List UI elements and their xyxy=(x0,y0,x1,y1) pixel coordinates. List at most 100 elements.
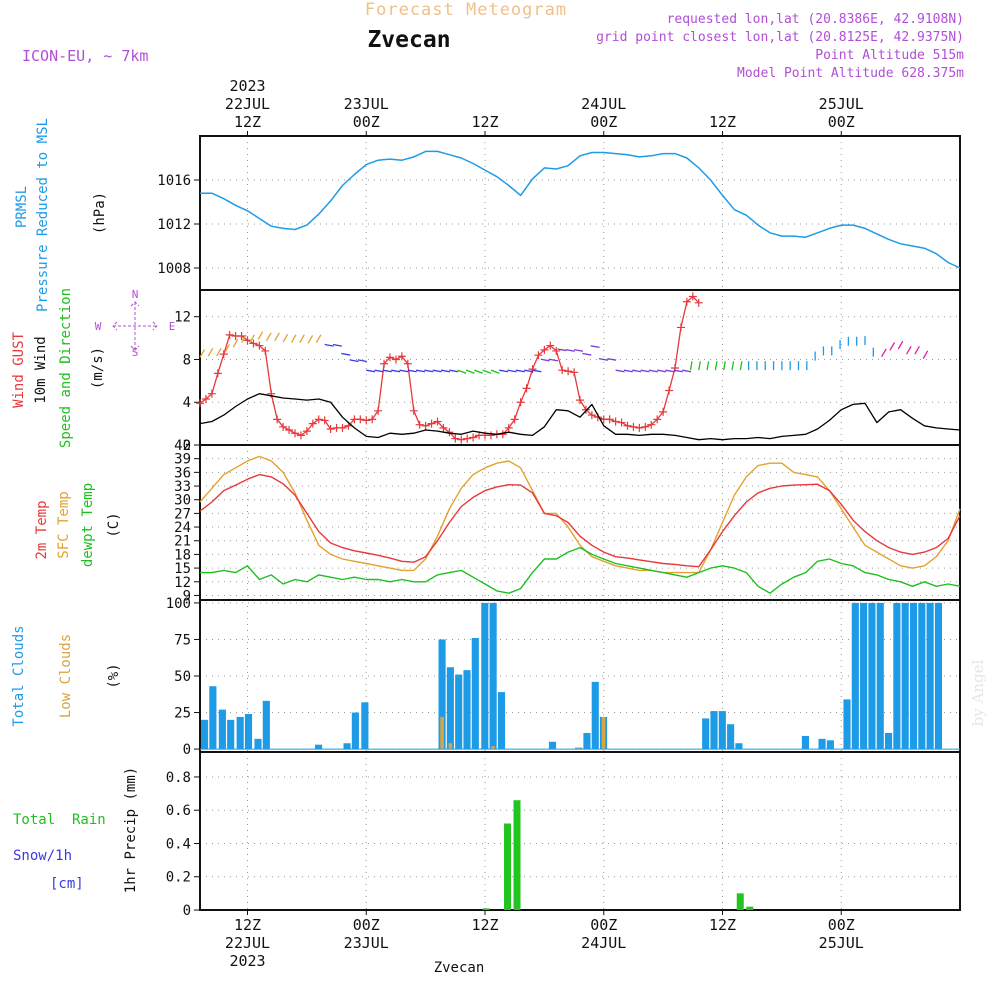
grid-point-coords: grid point closest lon,lat (20.8125E, 42… xyxy=(596,30,964,45)
wind-direction-arrow xyxy=(889,342,896,351)
gust-marker xyxy=(249,339,258,348)
gust-marker xyxy=(688,292,697,301)
wind-direction-arrow xyxy=(307,335,314,344)
compass-arrows xyxy=(112,301,158,351)
wind-direction-arrow xyxy=(532,369,542,373)
compass-w: W xyxy=(95,320,102,333)
total-cloud-bar xyxy=(934,602,942,750)
total-cloud-bar xyxy=(591,681,599,750)
bottom-tick-date: 23JUL xyxy=(344,934,389,952)
station-title: Zvecan xyxy=(367,27,450,53)
temp-ytick-label: 24 xyxy=(174,520,191,536)
gust-marker xyxy=(279,422,288,431)
gust-marker xyxy=(391,355,400,364)
wind-direction-arrow xyxy=(632,369,642,373)
bottom-tick-hour: 00Z xyxy=(590,916,617,934)
pressure-unit: (hPa) xyxy=(92,192,108,234)
pressure-panel: 1008 1012 1016 xyxy=(157,135,961,291)
temp-dew-label: dewpt Temp xyxy=(80,483,96,567)
gust-marker xyxy=(629,422,638,431)
wind-ytick-label: 0 xyxy=(183,438,191,454)
gust-marker xyxy=(641,422,650,431)
total-cloud-bar xyxy=(851,602,859,750)
wind-direction-arrow xyxy=(640,369,650,373)
temp-ytick-label: 36 xyxy=(174,465,191,481)
gust-marker xyxy=(225,330,234,339)
gust-marker xyxy=(356,415,365,424)
total-cloud-bar xyxy=(361,702,369,750)
gust-marker xyxy=(676,323,685,332)
wind-speed-line xyxy=(199,393,961,441)
wind-ytick-label: 4 xyxy=(183,395,191,411)
gust-marker xyxy=(694,298,703,307)
gust-marker xyxy=(421,421,430,430)
total-cloud-bar xyxy=(801,735,809,750)
bottom-tick-year: 2023 xyxy=(229,952,265,970)
bottom-tick-date: 24JUL xyxy=(581,934,626,952)
total-cloud-bar xyxy=(860,602,868,750)
wind-direction-arrow xyxy=(332,343,342,347)
wind-direction-arrow xyxy=(573,349,584,352)
temp-frame xyxy=(199,444,961,601)
total-cloud-bar xyxy=(710,711,718,750)
gust-marker xyxy=(682,297,691,306)
total-cloud-bar xyxy=(209,686,217,750)
gust-marker xyxy=(285,426,294,435)
total-cloud-bar xyxy=(909,602,918,750)
wind-ytick-label: 8 xyxy=(183,352,191,368)
total-cloud-bar xyxy=(343,743,351,750)
wind-direction-arrow xyxy=(590,345,600,349)
pressure-ytick-label: 1008 xyxy=(157,261,191,277)
gust-marker xyxy=(386,353,394,362)
wind-direction-arrow xyxy=(648,369,658,373)
total-cloud-bar xyxy=(471,638,479,750)
gust-marker xyxy=(219,350,228,359)
total-cloud-bar xyxy=(315,744,323,750)
total-cloud-bar xyxy=(244,714,253,750)
total-cloud-bar xyxy=(455,674,463,750)
wind-direction-arrow xyxy=(657,369,667,373)
snow-unit: [cm] xyxy=(50,876,84,892)
gust-marker xyxy=(302,427,311,436)
wind-direction-arrow xyxy=(315,334,322,343)
total-cloud-bar xyxy=(438,639,446,750)
gust-marker xyxy=(659,407,668,416)
wind-direction-arrow xyxy=(515,369,525,373)
wind-direction-arrow xyxy=(706,361,710,371)
gust-marker xyxy=(540,345,549,354)
forecast-label: Forecast Meteogram xyxy=(365,0,567,20)
wind-direction-arrow xyxy=(249,334,255,343)
total-cloud-bar xyxy=(218,709,226,750)
total-clouds-label: Total Clouds xyxy=(11,625,27,726)
gust-marker xyxy=(308,419,317,428)
wind-direction-arrow xyxy=(549,358,559,362)
wind-direction-arrow xyxy=(265,332,272,341)
cloud-ytick-label: 50 xyxy=(174,669,191,685)
temp-ytick-label: 9 xyxy=(183,588,191,604)
gust-marker xyxy=(291,429,299,438)
wind-direction-arrow xyxy=(432,369,442,373)
pressure-ytick-label: 1016 xyxy=(157,173,191,189)
temp-ytick-label: 39 xyxy=(174,452,191,468)
gust-marker xyxy=(433,417,442,426)
top-tick-hour: 12Z xyxy=(471,113,498,131)
gust-line xyxy=(199,295,700,441)
low-cloud-bar xyxy=(448,743,453,750)
wind-direction-arrow xyxy=(216,347,222,357)
total-cloud-bar xyxy=(227,719,235,750)
temp-ytick-label: 27 xyxy=(174,506,191,522)
compass-rose: N W E S xyxy=(95,288,176,359)
wind-direction-arrow xyxy=(914,346,920,355)
wind-dir-label: Speed and Direction xyxy=(58,288,74,448)
total-cloud-bar xyxy=(735,743,743,750)
top-tick-hour: 12Z xyxy=(234,113,261,131)
rain-bar xyxy=(504,823,511,910)
total-cloud-bar xyxy=(718,711,726,750)
gust-marker xyxy=(623,421,632,430)
temp-ytick-label: 42 xyxy=(174,438,191,454)
total-cloud-bar xyxy=(727,724,735,750)
bottom-tick-hour: 12Z xyxy=(709,916,736,934)
wind-direction-arrow xyxy=(524,369,534,373)
